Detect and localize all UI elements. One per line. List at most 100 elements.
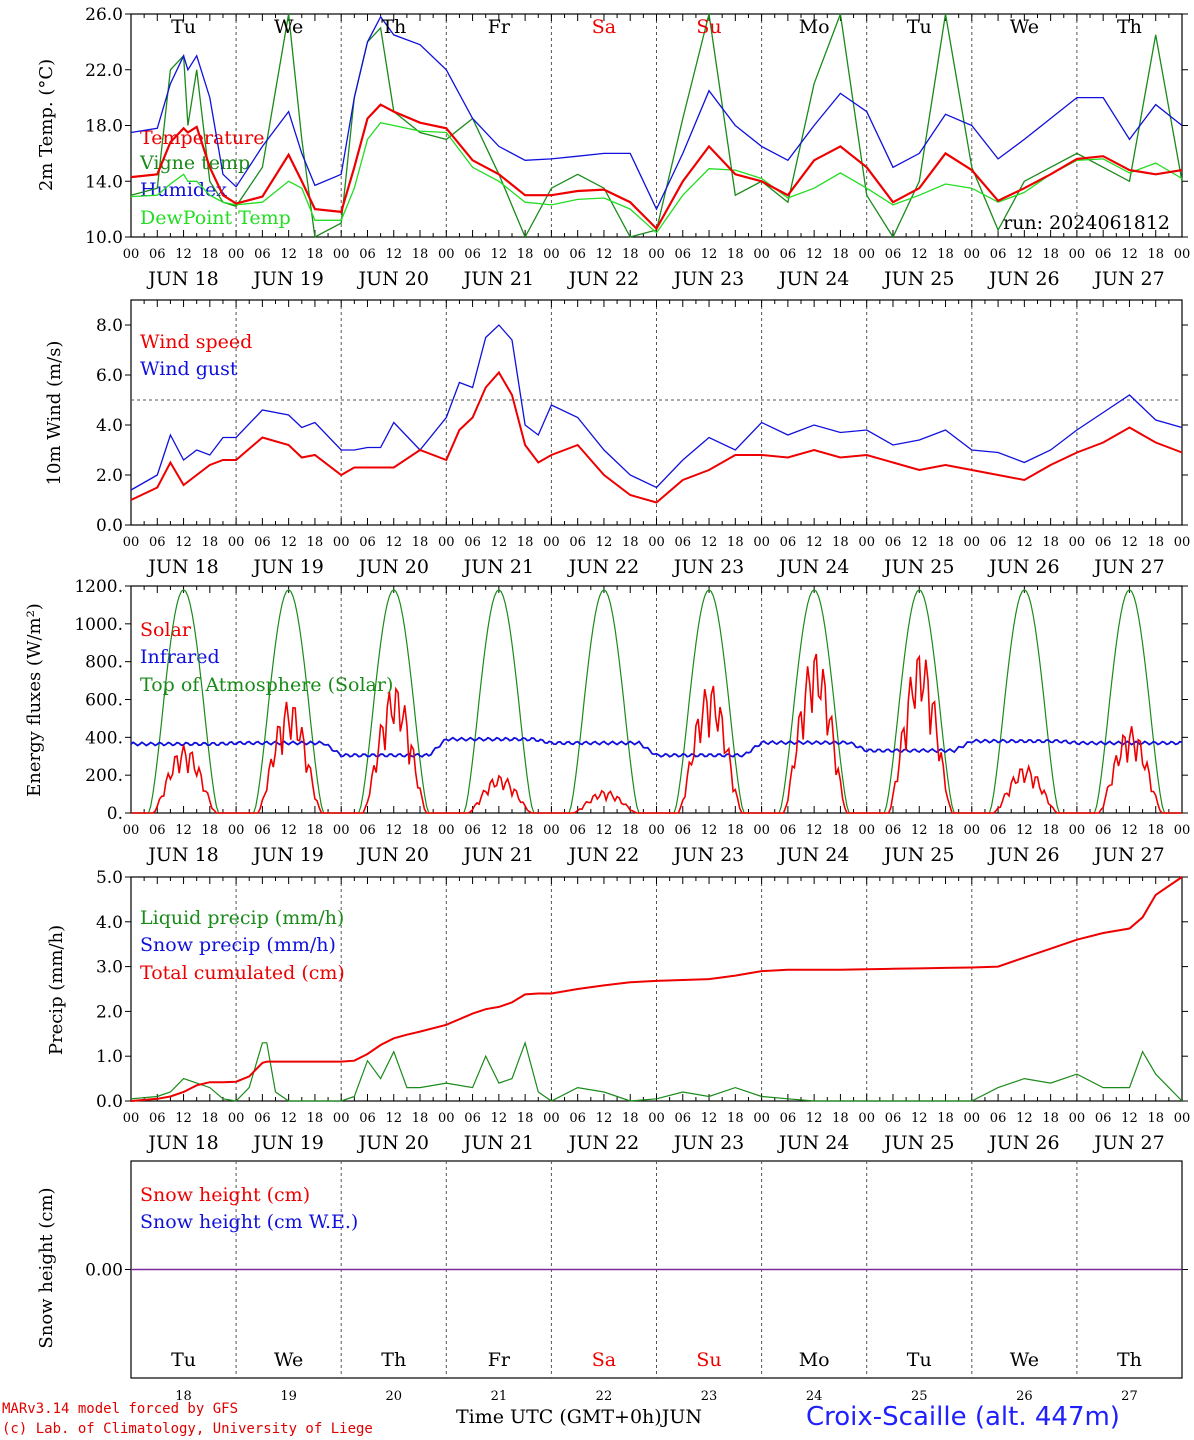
hour-tick-label: 00 [858,1111,875,1126]
hour-tick-label: 00 [648,823,665,838]
hour-tick-label: 06 [464,823,481,838]
date-label: JUN 20 [357,268,429,290]
hour-tick-label: 12 [385,823,402,838]
y-tick-label: 0. [107,804,123,824]
hour-tick-label: 18 [1147,823,1164,838]
day-name-bottom: We [274,1349,303,1371]
series-infrared [130,736,1183,758]
hour-tick-label: 00 [1069,247,1086,262]
y-tick-label: 6.0 [96,366,123,386]
series-total-cumulated [130,876,1183,1102]
hour-tick-label: 00 [753,247,770,262]
hour-tick-label: 06 [780,823,797,838]
date-label: JUN 26 [987,556,1059,578]
hour-tick-label: 00 [1069,1111,1086,1126]
hour-tick-label: 06 [254,823,271,838]
hour-tick-label: 18 [1147,1111,1164,1126]
hour-tick-label: 12 [911,1111,928,1126]
hour-tick-label: 12 [491,247,508,262]
hour-tick-label: 18 [832,535,849,550]
hour-tick-label: 00 [1069,823,1086,838]
hour-tick-label: 12 [280,1111,297,1126]
hour-tick-label: 00 [753,1111,770,1126]
hour-tick-label: 18 [937,247,954,262]
date-label: JUN 24 [777,556,849,578]
y-axis-label: 10m Wind (m/s) [44,341,65,486]
y-axis-label: Energy fluxes (W/m²) [24,603,45,797]
y-tick-label: 10.0 [85,228,123,248]
hour-tick-label: 06 [149,247,166,262]
hour-tick-label: 18 [412,247,429,262]
hour-tick-label: 00 [753,823,770,838]
hour-tick-label: 00 [648,1111,665,1126]
y-tick-label: 400. [85,728,123,748]
hour-tick-label: 06 [1095,535,1112,550]
y-axis-label: Snow height (cm) [36,1187,57,1348]
hour-tick-label: 06 [359,535,376,550]
hour-tick-label: 12 [175,1111,192,1126]
hour-tick-label: 06 [1095,1111,1112,1126]
legend-entry: Snow precip (mm/h) [140,934,336,956]
model-credit: MARv3.14 model forced by GFS [2,1401,239,1417]
day-name-bottom: Fr [488,1349,511,1371]
hour-tick-label: 12 [385,1111,402,1126]
day-name-top: Sa [592,16,616,38]
time-axis-title: Time UTC (GMT+0h)JUN [456,1406,702,1428]
date-label: JUN 22 [567,268,639,290]
hour-tick-label: 18 [727,1111,744,1126]
day-name-top: Fr [488,16,511,38]
hour-tick-label: 18 [412,823,429,838]
hour-tick-label: 18 [727,535,744,550]
hour-tick-label: 12 [1016,1111,1033,1126]
hour-tick-label: 18 [412,1111,429,1126]
hour-tick-label: 00 [543,823,560,838]
hour-tick-label: 06 [464,535,481,550]
hour-tick-label: 18 [832,247,849,262]
hour-tick-label: 06 [990,823,1007,838]
hour-tick-label: 12 [175,535,192,550]
panel-frame [130,299,1183,526]
hour-tick-label: 18 [937,823,954,838]
date-label: JUN 26 [987,1132,1059,1154]
day-name-top: Tu [171,16,196,38]
y-tick-label: 600. [85,691,123,711]
y-tick-label: 200. [85,766,123,786]
hour-tick-label: 00 [123,1111,140,1126]
hour-tick-label: 06 [254,247,271,262]
hour-tick-label: 06 [990,247,1007,262]
hour-tick-label: 18 [1147,535,1164,550]
y-tick-label: 18.0 [85,117,123,137]
hour-tick-label: 12 [596,1111,613,1126]
date-label: JUN 24 [777,268,849,290]
y-tick-label: 800. [85,653,123,673]
day-number: 25 [911,1389,928,1404]
legend-entry: Temperature [140,127,264,149]
hour-tick-label: 18 [202,247,219,262]
run-label: run: 2024061812 [1003,212,1170,234]
hour-tick-label: 00 [543,1111,560,1126]
hour-tick-label: 06 [675,1111,692,1126]
date-label: JUN 18 [146,268,218,290]
date-label: JUN 19 [251,1132,323,1154]
day-name-bottom: Th [1117,1349,1142,1371]
y-tick-label: 5.0 [96,868,123,888]
hour-tick-label: 00 [228,535,245,550]
hour-tick-label: 12 [280,247,297,262]
date-label: JUN 23 [672,268,744,290]
hour-tick-label: 12 [491,535,508,550]
date-label: JUN 21 [462,1132,534,1154]
hour-tick-label: 12 [1121,247,1138,262]
panel-frame [130,13,1183,238]
y-tick-label: 1200. [74,577,123,597]
hour-tick-label: 18 [307,247,324,262]
series-liquid-precip [130,1040,1183,1102]
hour-tick-label: 06 [780,535,797,550]
hour-tick-label: 18 [1042,823,1059,838]
hour-tick-label: 06 [675,247,692,262]
day-name-bottom: Th [381,1349,406,1371]
y-tick-label: 3.0 [96,958,123,978]
day-name-bottom: Mo [799,1349,830,1371]
hour-tick-label: 00 [964,535,981,550]
series-dewpoint-temp [130,121,1183,234]
day-number: 27 [1121,1389,1138,1404]
